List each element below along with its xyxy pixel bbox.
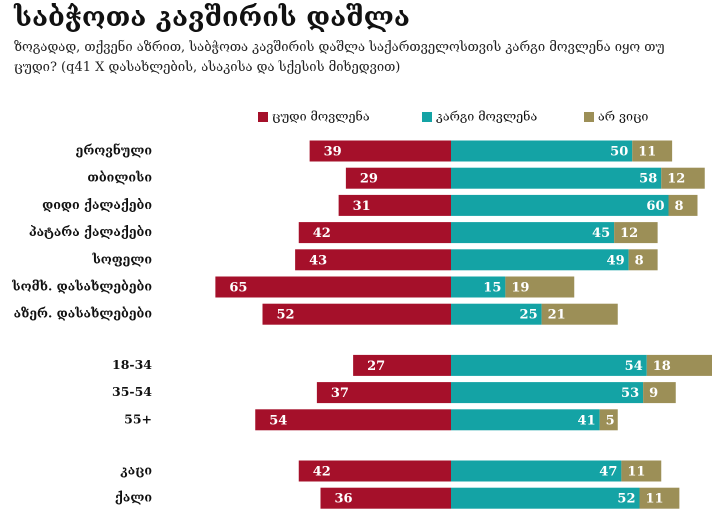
value-bad-2: 31 — [353, 199, 371, 214]
value-dontknow-1: 12 — [667, 172, 685, 187]
value-dontknow-3: 12 — [620, 226, 638, 241]
value-good-4: 49 — [607, 253, 625, 268]
value-good-1: 58 — [639, 172, 657, 187]
value-good-8: 53 — [621, 386, 639, 401]
row-label-9: 55+ — [124, 411, 152, 426]
bar-bad-1 — [345, 167, 451, 189]
bar-dontknow-6 — [541, 303, 618, 325]
value-bad-11: 36 — [335, 492, 353, 507]
value-dontknow-9: 5 — [606, 413, 615, 428]
value-good-3: 45 — [592, 226, 610, 241]
bar-bad-0 — [309, 140, 451, 162]
value-good-2: 60 — [646, 199, 664, 214]
chart-subtitle: ზოგადად, თქვენი აზრით, საბჭოთა კავშირის … — [14, 40, 665, 75]
bar-bad-8 — [316, 382, 451, 404]
bar-good-1 — [451, 167, 662, 189]
bar-bad-4 — [295, 249, 451, 271]
row-label-10: კაცი — [120, 463, 152, 478]
row-label-4: სოფელი — [91, 251, 152, 266]
bar-bad-9 — [255, 409, 451, 431]
value-bad-7: 27 — [367, 359, 385, 374]
value-dontknow-7: 18 — [653, 359, 671, 374]
legend-label-2: არ ვიცი — [598, 109, 648, 124]
row-label-11: ქალი — [115, 490, 152, 505]
bar-bad-10 — [298, 460, 451, 482]
bar-bad-7 — [353, 354, 451, 376]
value-dontknow-2: 8 — [675, 199, 684, 214]
bar-dontknow-5 — [505, 276, 575, 298]
bar-dontknow-1 — [661, 167, 705, 189]
legend-swatch-0 — [258, 112, 268, 122]
value-good-7: 54 — [625, 359, 643, 374]
bar-bad-5 — [215, 276, 451, 298]
value-good-9: 41 — [578, 413, 596, 428]
bar-dontknow-11 — [639, 487, 680, 509]
legend-swatch-2 — [584, 112, 594, 122]
bar-dontknow-8 — [643, 382, 676, 404]
bar-good-0 — [451, 140, 633, 162]
value-bad-8: 37 — [331, 386, 349, 401]
bar-good-2 — [451, 194, 669, 216]
bar-good-8 — [451, 382, 644, 404]
bar-dontknow-9 — [599, 409, 618, 431]
row-label-6: აზერ. დასახლებები — [14, 306, 152, 321]
bar-good-6 — [451, 303, 542, 325]
legend-swatch-1 — [422, 112, 432, 122]
bar-dontknow-0 — [632, 140, 673, 162]
legend-label-1: კარგი მოვლენა — [436, 109, 537, 124]
value-bad-0: 39 — [324, 145, 342, 160]
value-bad-5: 65 — [229, 281, 247, 296]
bar-good-9 — [451, 409, 600, 431]
value-good-5: 15 — [483, 281, 501, 296]
bar-bad-6 — [262, 303, 451, 325]
bar-dontknow-3 — [614, 222, 658, 244]
bar-good-3 — [451, 222, 615, 244]
row-label-0: ეროვნული — [76, 143, 152, 158]
value-good-11: 52 — [617, 492, 635, 507]
row-label-1: თბილისი — [87, 170, 152, 185]
bar-bad-3 — [298, 222, 451, 244]
bar-good-11 — [451, 487, 640, 509]
bar-dontknow-10 — [621, 460, 662, 482]
row-label-7: 18-34 — [112, 357, 152, 372]
bar-dontknow-4 — [628, 249, 658, 271]
value-dontknow-5: 19 — [511, 281, 529, 296]
legend-label-0: ცუდი მოვლენა — [272, 109, 370, 124]
value-dontknow-10: 11 — [627, 465, 645, 480]
chart-title: საბჭოთა კავშირის დაშლა — [14, 2, 410, 33]
bar-good-5 — [451, 276, 506, 298]
value-good-0: 50 — [610, 145, 628, 160]
bar-good-10 — [451, 460, 622, 482]
value-bad-6: 52 — [277, 308, 295, 323]
value-bad-10: 42 — [313, 465, 331, 480]
bar-good-7 — [451, 354, 647, 376]
row-label-2: დიდი ქალაქები — [42, 197, 152, 212]
value-bad-4: 43 — [309, 253, 327, 268]
bar-dontknow-7 — [646, 354, 712, 376]
value-dontknow-4: 8 — [635, 253, 644, 268]
value-bad-9: 54 — [269, 413, 287, 428]
bar-bad-2 — [338, 194, 451, 216]
value-dontknow-6: 21 — [548, 308, 566, 323]
value-dontknow-11: 11 — [646, 492, 664, 507]
value-good-10: 47 — [599, 465, 617, 480]
row-label-5: სომხ. დასახლებები — [11, 279, 152, 294]
value-good-6: 25 — [520, 308, 538, 323]
value-bad-1: 29 — [360, 172, 378, 187]
value-dontknow-8: 9 — [649, 386, 658, 401]
bar-bad-11 — [320, 487, 451, 509]
row-label-8: 35-54 — [112, 384, 152, 399]
bar-good-4 — [451, 249, 629, 271]
bar-dontknow-2 — [668, 194, 698, 216]
value-dontknow-0: 11 — [638, 145, 656, 160]
row-label-3: პატარა ქალაქები — [29, 224, 152, 239]
value-bad-3: 42 — [313, 226, 331, 241]
